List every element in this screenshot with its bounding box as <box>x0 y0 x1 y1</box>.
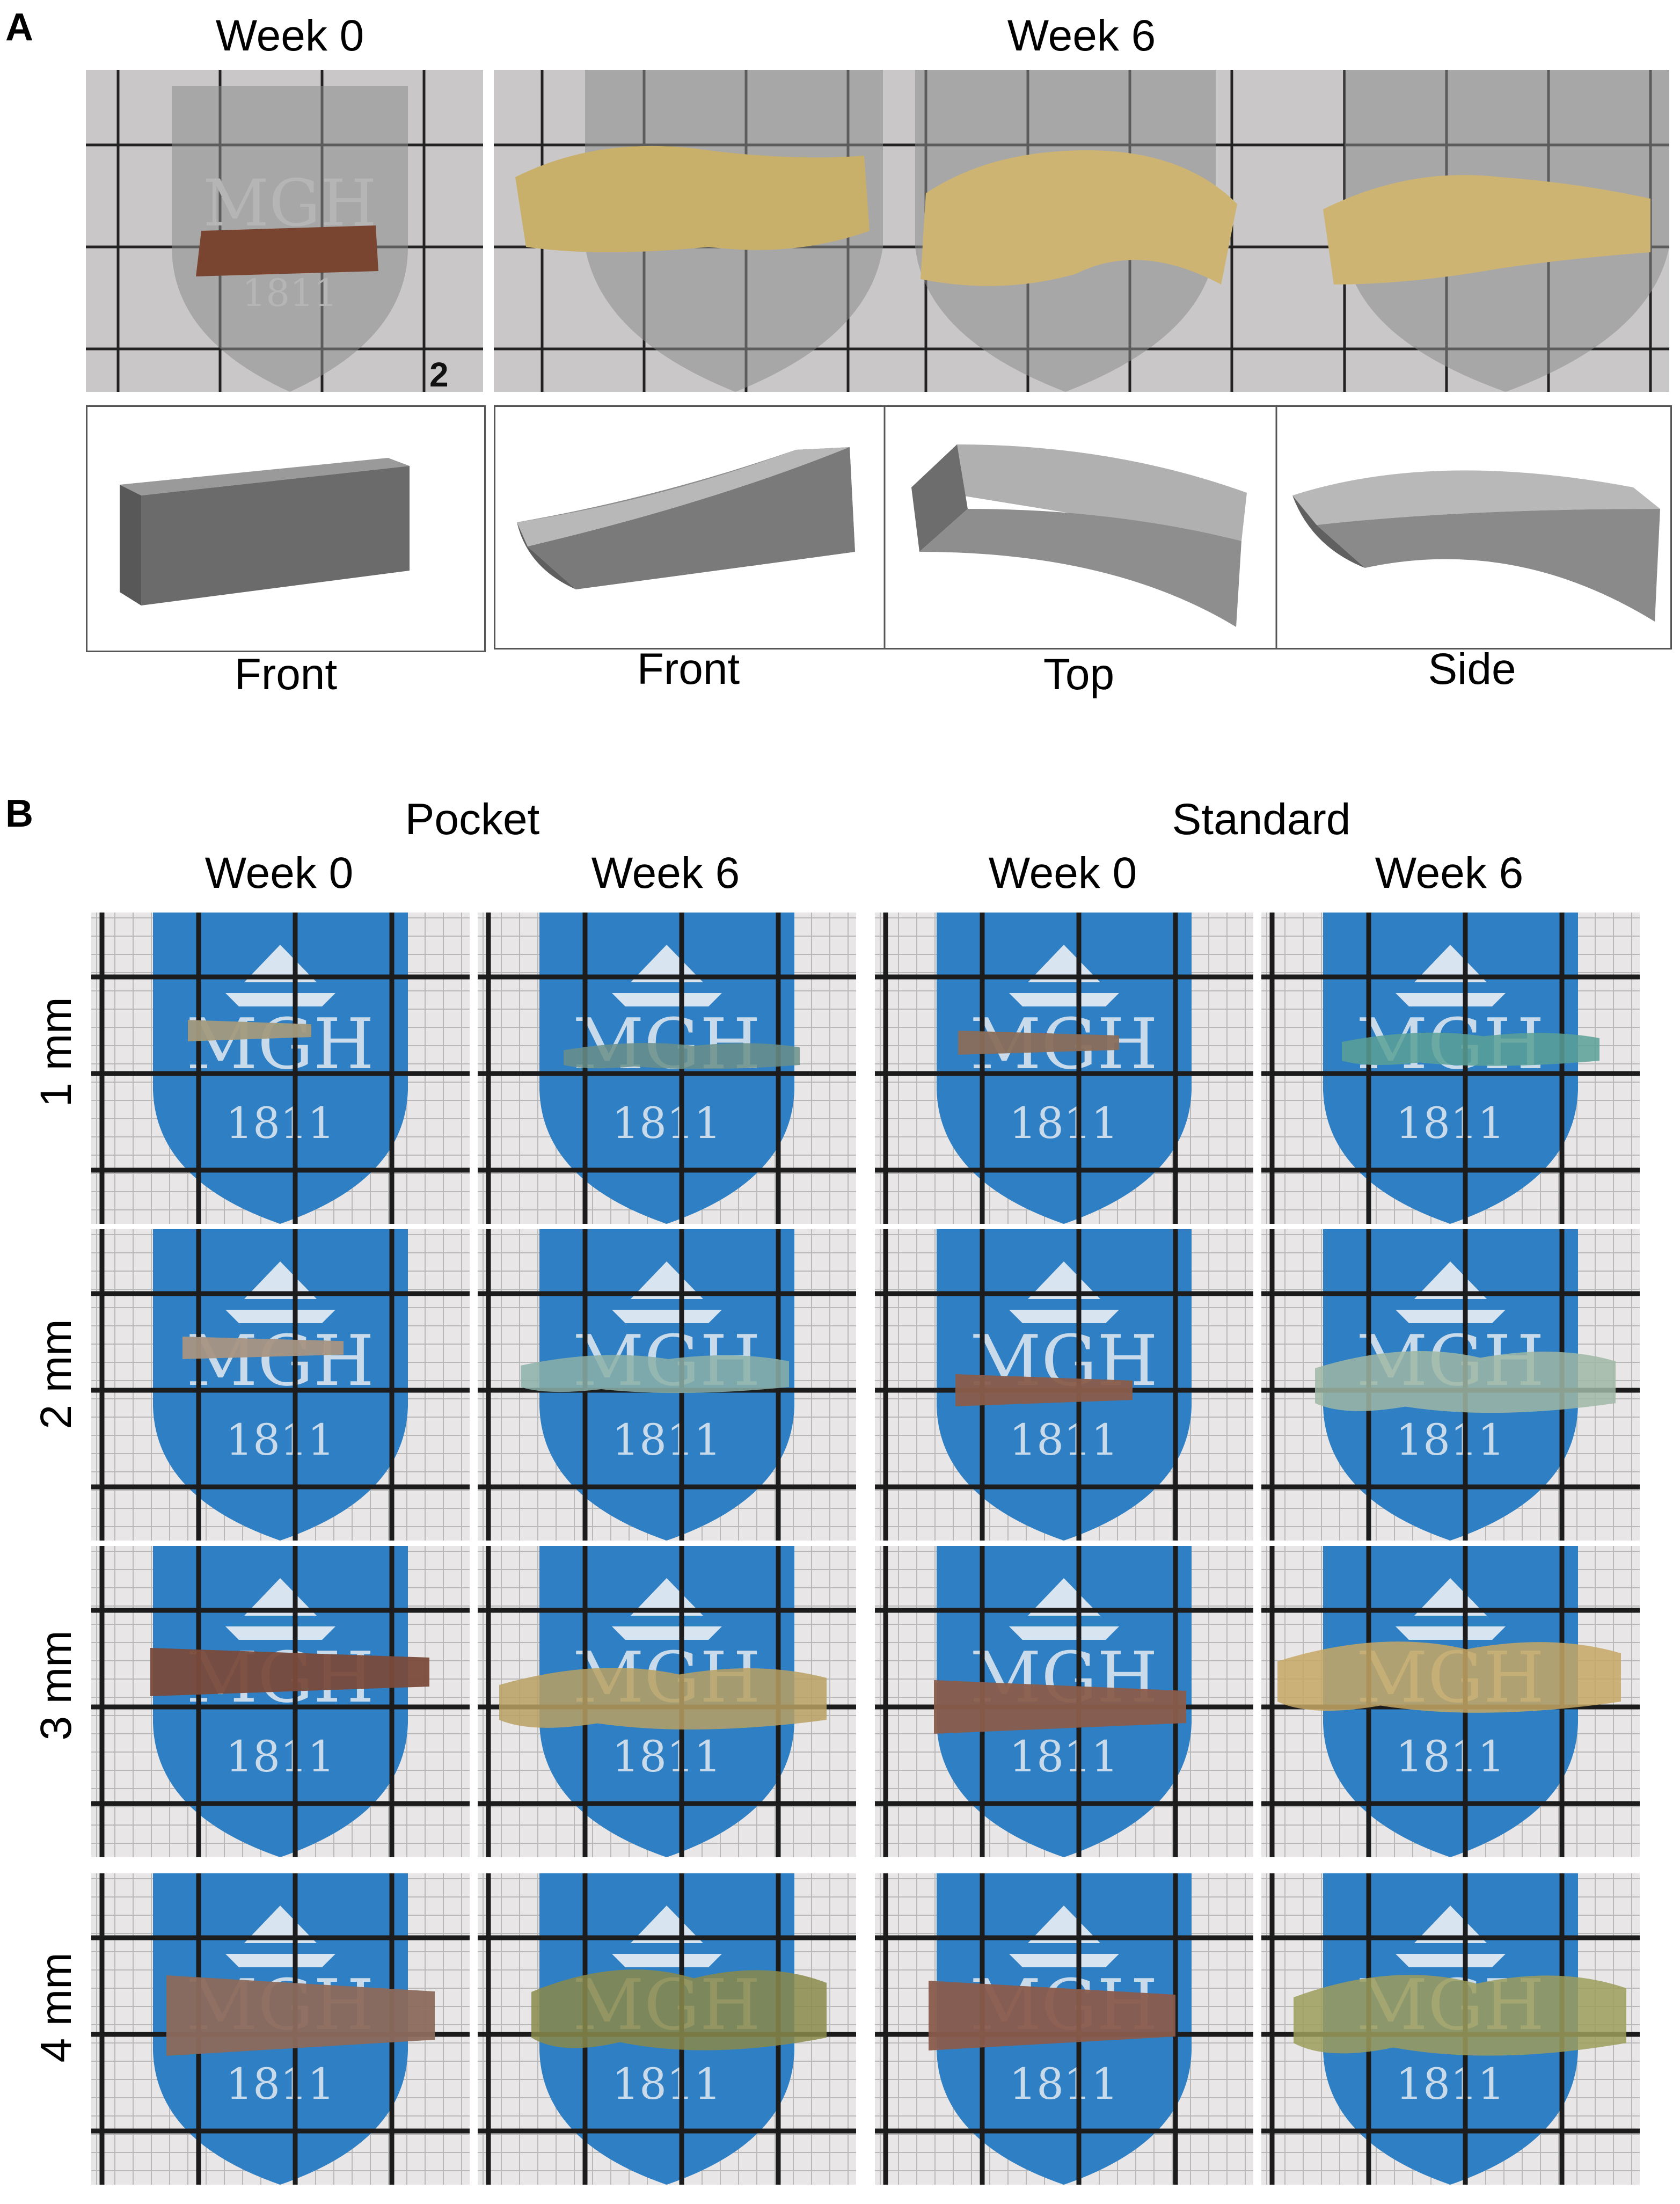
logo-year: 1811 <box>1396 1415 1505 1465</box>
panel-b-label: B <box>5 792 33 835</box>
tissue-sample <box>531 1969 827 2050</box>
logo-year: 1811 <box>612 2059 721 2109</box>
group-divider <box>865 913 873 2201</box>
tissue-sample <box>929 1981 1175 2050</box>
tissue-sample <box>564 1042 800 1069</box>
tissue-sample <box>182 1337 344 1359</box>
panel-a-header-week6: Week 6 <box>1007 11 1156 60</box>
tissue-sample <box>1277 1641 1621 1713</box>
grid-number: 2 <box>429 355 449 392</box>
tissue-sample <box>188 1020 311 1041</box>
panel-a-view-side-week6: Side <box>1428 645 1516 694</box>
tissue-sample <box>150 1648 429 1696</box>
logo-year: 1811 <box>225 1732 335 1782</box>
panel-a-photo-week6-side <box>1275 70 1669 392</box>
panel-b-group-pocket: Pocket <box>405 795 540 844</box>
panel-a-photo-week6-front <box>494 70 883 392</box>
panel-b-row-label-3mm: 3 mm <box>32 1630 81 1741</box>
panel-a-model-box-week6 <box>494 405 1672 649</box>
logo-year: 1811 <box>612 1415 721 1465</box>
panel-b-header-standard-week6: Week 6 <box>1375 849 1524 897</box>
logo-year: 1811 <box>1396 1732 1505 1782</box>
tissue-sample <box>521 1355 789 1393</box>
panel-a-view-front-week6: Front <box>637 645 740 694</box>
tissue-sample <box>955 1374 1133 1406</box>
model-curved-views <box>517 407 1660 648</box>
panel-b-header-pocket-week0: Week 0 <box>204 849 354 897</box>
tissue-sample <box>958 1031 1119 1055</box>
tissue-sample <box>1294 1975 1626 2056</box>
panel-b-header-pocket-week6: Week 6 <box>591 849 740 897</box>
panel-a-label: A <box>5 6 33 49</box>
panel-b-group-standard: Standard <box>1172 795 1351 844</box>
tissue-sample <box>166 1975 435 2056</box>
panel-a-view-top-week6: Top <box>1043 650 1115 699</box>
logo-year: 1811 <box>225 1098 335 1148</box>
logo-year: 1811 <box>242 271 338 315</box>
logo-year: 1811 <box>1396 1098 1505 1148</box>
logo-year: 1811 <box>1009 1415 1119 1465</box>
logo-year: 1811 <box>1009 1732 1119 1782</box>
panel-b-row-label-2mm: 2 mm <box>32 1319 81 1429</box>
panel-a-photo-week6-top <box>883 70 1275 392</box>
panel-a-photo-week0: MGH 1811 2 <box>86 70 483 392</box>
model-rectangular-prism <box>120 458 410 605</box>
tissue-sample <box>499 1668 827 1730</box>
logo-year: 1811 <box>225 1415 335 1465</box>
tissue-sample <box>1342 1032 1599 1066</box>
logo-year: 1811 <box>612 1098 721 1148</box>
logo-year: 1811 <box>1009 1098 1119 1148</box>
logo-year: 1811 <box>612 1732 721 1782</box>
panel-b-row-label-4mm: 4 mm <box>32 1952 81 2063</box>
tissue-sample <box>1315 1351 1616 1413</box>
panel-b-header-standard-week0: Week 0 <box>988 849 1137 897</box>
tissue-sample <box>934 1680 1186 1734</box>
panel-b-row-label-1mm: 1 mm <box>32 997 81 1107</box>
logo-year: 1811 <box>225 2059 335 2109</box>
panel-a-header-week0: Week 0 <box>215 11 364 60</box>
panel-a-view-front-week0: Front <box>234 650 338 699</box>
logo-year: 1811 <box>1009 2059 1119 2109</box>
logo-year: 1811 <box>1396 2059 1505 2109</box>
panel-a-model-box-week0 <box>86 405 486 652</box>
